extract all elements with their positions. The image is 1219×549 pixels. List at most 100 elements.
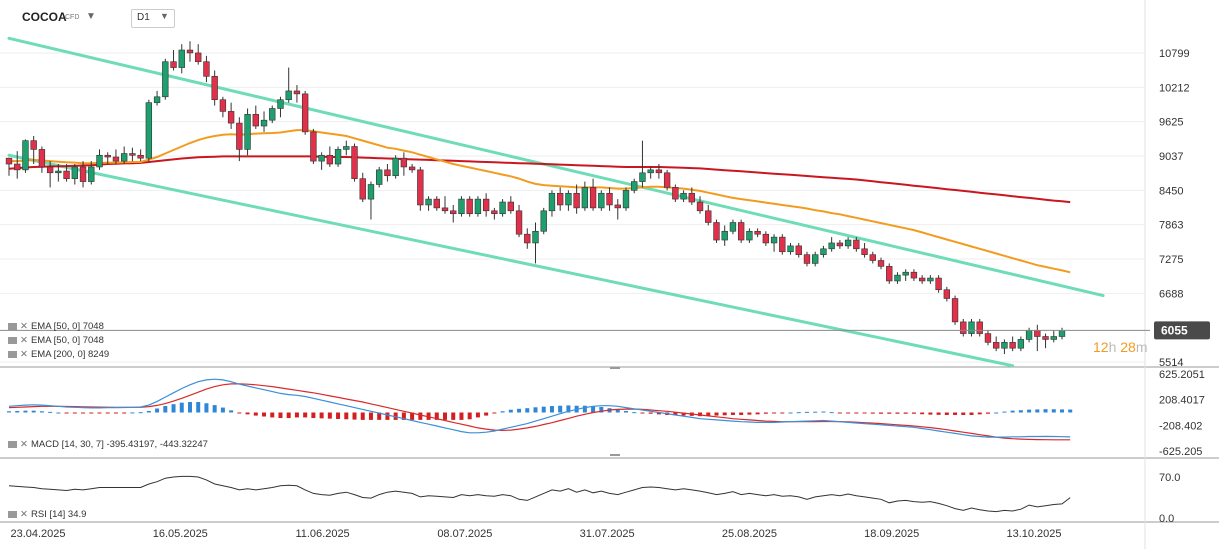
legend-ema-2[interactable]: ✕ EMA [50, 0] 7048 — [8, 335, 104, 346]
macd-histogram-bar — [977, 412, 982, 415]
macd-histogram-bar — [591, 406, 596, 413]
timeframe-label[interactable]: D1 — [137, 12, 150, 23]
candle-up — [22, 140, 29, 171]
macd-histogram-bar — [130, 412, 135, 414]
macd-histogram-bar — [780, 412, 785, 414]
macd-histogram-bar — [253, 412, 258, 416]
countdown-hours: 12 — [1093, 339, 1109, 355]
candle-up — [770, 236, 778, 244]
macd-histogram-bar — [1068, 409, 1073, 413]
macd-histogram-bar — [879, 412, 884, 414]
candle-down — [836, 242, 844, 247]
macd-histogram-bar — [541, 406, 546, 413]
macd-histogram-bar — [475, 412, 480, 418]
candle-down — [359, 178, 366, 200]
drag-handle-icon[interactable] — [8, 351, 17, 358]
candle-up — [96, 154, 103, 168]
drag-handle-icon[interactable] — [8, 441, 17, 448]
macd-histogram-bar — [673, 412, 678, 416]
macd-histogram-bar — [804, 411, 809, 413]
close-icon[interactable]: ✕ — [20, 349, 28, 360]
rsi-tick-label: 0.0 — [1159, 513, 1174, 525]
candle-down — [46, 166, 54, 174]
candle-up — [285, 90, 292, 101]
candle-down — [195, 52, 202, 63]
candle-down — [993, 342, 1000, 349]
candle-up — [260, 119, 268, 127]
candle-up — [787, 245, 794, 253]
drag-handle-icon[interactable] — [8, 323, 17, 330]
date-tick-label: 23.04.2025 — [10, 528, 65, 540]
price-badge-text: 6055 — [1161, 323, 1188, 337]
rsi-tick-label: 70.0 — [1159, 472, 1180, 484]
legend-ema-3[interactable]: ✕ EMA [200, 0] 8249 — [8, 349, 109, 360]
legend-rsi[interactable]: ✕ RSI [14] 34.9 — [8, 509, 86, 520]
legend-ema-1-text: EMA [50, 0] 7048 — [30, 321, 104, 332]
legend-macd[interactable]: ✕ MACD [14, 30, 7] -395.43197, -443.32247 — [8, 439, 208, 450]
macd-histogram-bar — [443, 412, 448, 420]
candle-down — [713, 222, 720, 241]
macd-histogram-bar — [714, 412, 719, 416]
legend-ema-3-text: EMA [200, 0] 8249 — [30, 349, 110, 360]
close-icon[interactable]: ✕ — [20, 509, 28, 520]
drag-handle-icon[interactable] — [8, 511, 17, 518]
symbol-type: CFD — [65, 14, 80, 21]
macd-histogram-bar — [262, 412, 267, 417]
candle-down — [853, 239, 860, 250]
pane-resize-handle — [610, 454, 620, 456]
macd-histogram-bar — [1035, 409, 1040, 413]
macd-histogram-bar — [870, 412, 875, 414]
macd-histogram-bar — [286, 412, 291, 419]
macd-histogram-bar — [245, 412, 250, 415]
candle-down — [211, 76, 218, 101]
candle-up — [622, 190, 630, 209]
candle-up — [968, 321, 975, 334]
timeframe-dropdown-icon[interactable]: ▼ — [160, 11, 169, 21]
legend-ema-1[interactable]: ✕ EMA [50, 0] 7048 — [8, 321, 104, 332]
macd-histogram-bar — [336, 412, 341, 419]
macd-histogram-bar — [813, 411, 818, 413]
pane-resize-handle — [610, 367, 620, 369]
candle-up — [581, 187, 589, 209]
timeframe-select[interactable] — [131, 9, 175, 28]
price-tick-label: 8450 — [1159, 185, 1183, 197]
macd-histogram-bar — [969, 412, 974, 415]
channel-upper-line — [7, 36, 1105, 298]
macd-histogram-bar — [722, 412, 727, 416]
symbol-dropdown-icon[interactable]: ▼ — [86, 11, 96, 22]
macd-histogram-bar — [319, 412, 324, 419]
macd-histogram-bar — [681, 412, 686, 416]
symbol-name[interactable]: COCOA — [22, 10, 67, 24]
macd-histogram-bar — [953, 412, 958, 415]
candle-down — [1042, 336, 1049, 340]
rsi-line — [8, 475, 1071, 513]
macd-histogram-bar — [500, 411, 505, 413]
price-tick-label: 7275 — [1159, 254, 1183, 266]
macd-line — [8, 378, 1071, 438]
candle-up — [269, 108, 276, 121]
candle-down — [614, 204, 621, 209]
macd-histogram-bar — [525, 408, 530, 413]
candle-up — [71, 166, 78, 179]
candle-down — [203, 61, 210, 77]
macd-histogram-bar — [113, 412, 118, 414]
candle-down — [441, 207, 449, 212]
date-tick-label: 08.07.2025 — [437, 528, 492, 540]
close-icon[interactable]: ✕ — [20, 439, 28, 450]
macd-histogram-bar — [385, 412, 390, 420]
candle-up — [927, 277, 934, 282]
candle-down — [960, 321, 967, 334]
rsi-pane: 70.0 0.0 — [8, 472, 1180, 525]
drag-handle-icon[interactable] — [8, 337, 17, 344]
macd-histogram-bar — [237, 412, 242, 414]
candle-up — [343, 146, 350, 150]
close-icon[interactable]: ✕ — [20, 321, 28, 332]
candle-up — [474, 198, 482, 215]
candle-down — [688, 192, 695, 203]
candle-up — [376, 169, 383, 185]
price-tick-label: 6688 — [1159, 288, 1183, 300]
candle-down — [219, 99, 227, 112]
date-tick-label: 25.08.2025 — [722, 528, 777, 540]
close-icon[interactable]: ✕ — [20, 335, 28, 346]
